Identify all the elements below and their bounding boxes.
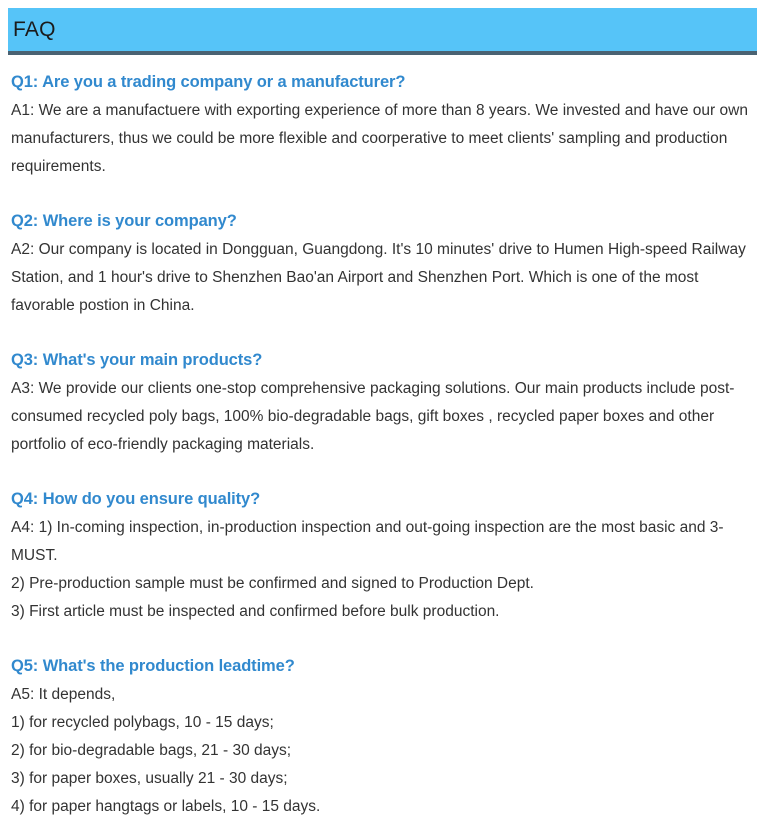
faq-item: Q2: Where is your company? A2: Our compa… bbox=[11, 208, 749, 320]
faq-item: Q4: How do you ensure quality? A4: 1) In… bbox=[11, 486, 749, 626]
faq-item: Q3: What's your main products? A3: We pr… bbox=[11, 347, 749, 459]
faq-question: Q5: What's the production leadtime? bbox=[11, 657, 295, 675]
faq-answer-line: 3) First article must be inspected and c… bbox=[11, 603, 500, 620]
faq-answer-line: A5: It depends, bbox=[11, 686, 116, 703]
faq-question: Q4: How do you ensure quality? bbox=[11, 490, 261, 508]
faq-answer-line: 3) for paper boxes, usually 21 - 30 days… bbox=[11, 770, 288, 787]
faq-answer-line: 2) for bio-degradable bags, 21 - 30 days… bbox=[11, 742, 292, 759]
faq-page: FAQ Q1: Are you a trading company or a m… bbox=[8, 8, 757, 815]
faq-question: Q2: Where is your company? bbox=[11, 212, 237, 230]
faq-answer-line: A2: Our company is located in Dongguan, … bbox=[11, 241, 746, 314]
faq-answer: A3: We provide our clients one-stop comp… bbox=[11, 375, 749, 459]
faq-answer: A4: 1) In-coming inspection, in-producti… bbox=[11, 514, 749, 626]
faq-answer-line: A1: We are a manufactuere with exporting… bbox=[11, 102, 748, 175]
faq-answer: A1: We are a manufactuere with exporting… bbox=[11, 97, 749, 181]
faq-answer-line: 1) for recycled polybags, 10 - 15 days; bbox=[11, 714, 274, 731]
faq-answer-line: 4) for paper hangtags or labels, 10 - 15… bbox=[11, 798, 321, 815]
faq-answer-line: A3: We provide our clients one-stop comp… bbox=[11, 380, 735, 453]
faq-answer: A5: It depends, 1) for recycled polybags… bbox=[11, 681, 749, 821]
faq-answer-line: 2) Pre-production sample must be confirm… bbox=[11, 575, 534, 592]
faq-question: Q1: Are you a trading company or a manuf… bbox=[11, 73, 406, 91]
faq-item: Q5: What's the production leadtime? A5: … bbox=[11, 653, 749, 821]
faq-list: Q1: Are you a trading company or a manuf… bbox=[8, 69, 757, 821]
faq-answer-line: A4: 1) In-coming inspection, in-producti… bbox=[11, 519, 724, 564]
faq-question: Q3: What's your main products? bbox=[11, 351, 263, 369]
faq-answer: A2: Our company is located in Dongguan, … bbox=[11, 236, 749, 320]
page-title: FAQ bbox=[13, 18, 56, 41]
faq-banner: FAQ bbox=[8, 8, 757, 55]
faq-item: Q1: Are you a trading company or a manuf… bbox=[11, 69, 749, 181]
